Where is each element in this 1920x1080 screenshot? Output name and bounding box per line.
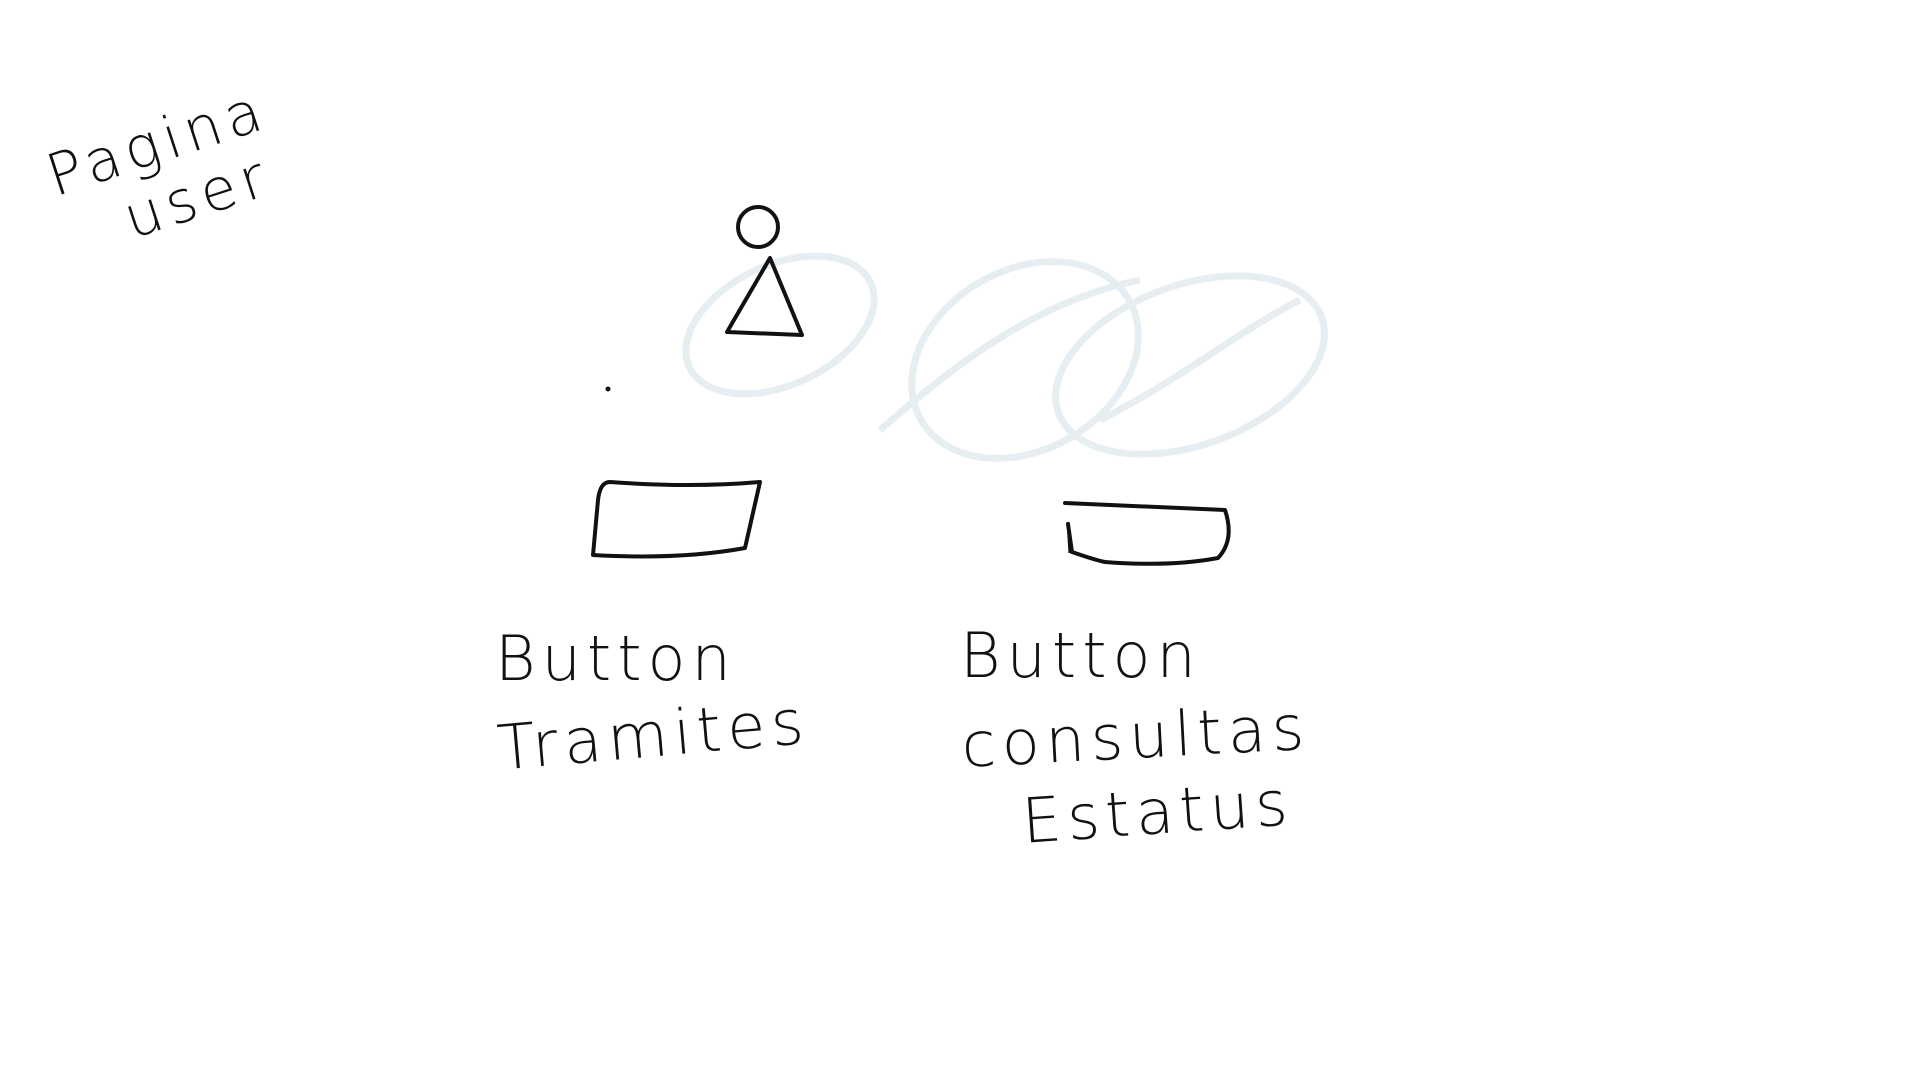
user-body [725,256,804,337]
tramites-button-label: Button Tramites [494,628,812,785]
consultas-label-line3: Estatus [1019,766,1296,858]
consultas-label-line2: consultas [959,690,1312,782]
stray-dot [605,386,611,392]
tramites-button[interactable] [591,480,762,559]
button-tick-mark [1066,521,1072,554]
consultas-label-line1: Button [960,619,1202,692]
consultas-estatus-button[interactable] [1063,501,1231,566]
user-head [736,205,780,249]
tramites-label-line2: Tramites [494,684,813,785]
consultas-button-label: Button consultas Estatus [959,625,1312,858]
tramites-label-line1: Button [495,622,737,695]
user-avatar-icon [725,205,804,337]
erased-scribble [682,252,1328,462]
